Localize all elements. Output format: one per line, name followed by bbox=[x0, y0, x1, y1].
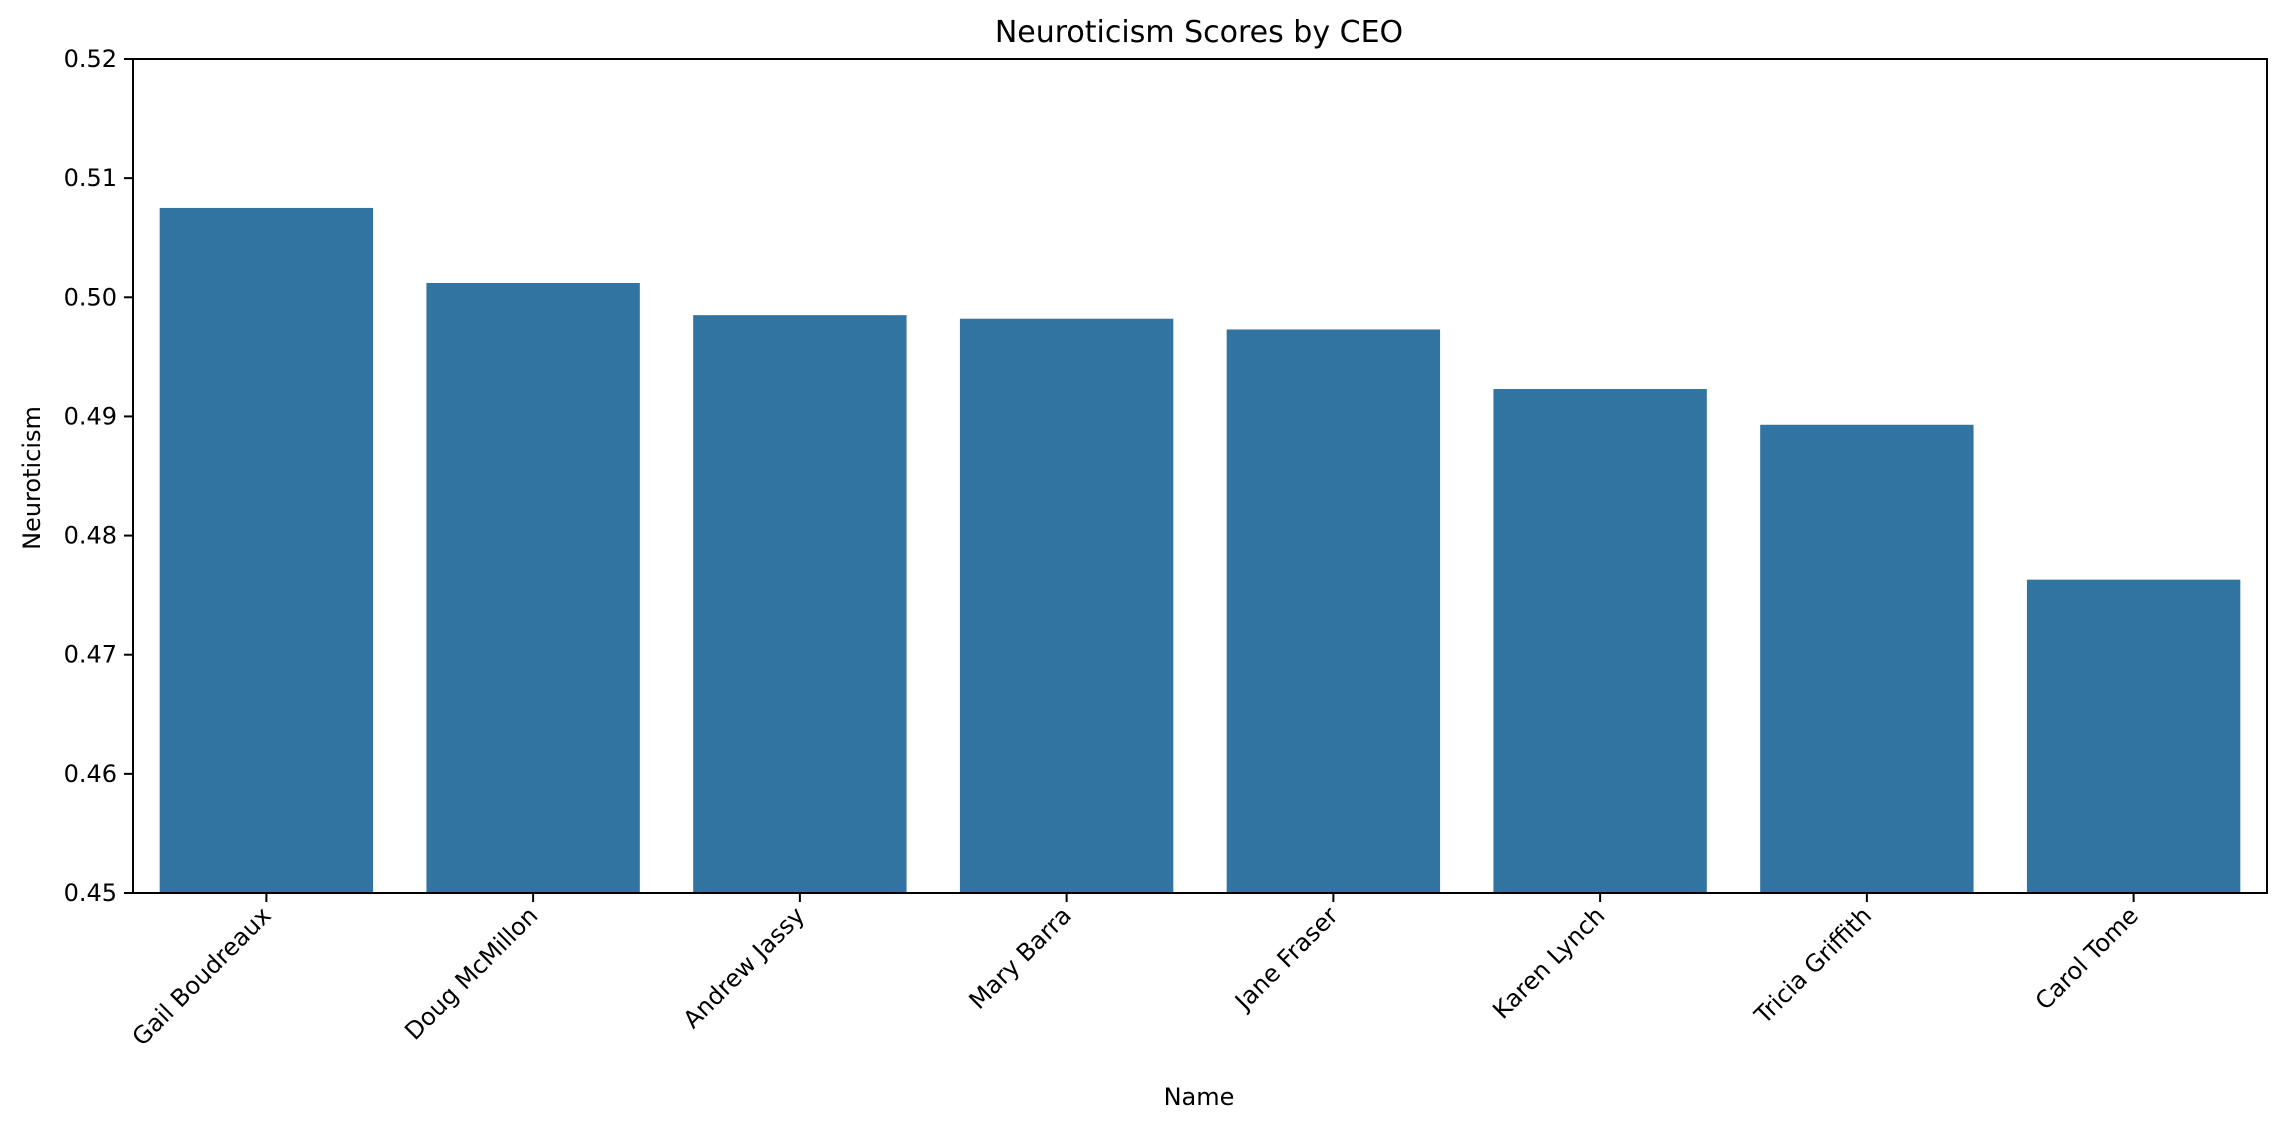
bar-andrew-jassy bbox=[693, 315, 907, 894]
bar-tricia-griffith bbox=[1760, 424, 1974, 893]
bar-gail-boudreaux bbox=[159, 207, 374, 893]
x-tick-label: Carol Tome bbox=[2030, 901, 2144, 1015]
y-tick-label: 0.50 bbox=[64, 283, 117, 311]
x-tick-label: Mary Barra bbox=[964, 901, 1077, 1014]
y-tick-label: 0.52 bbox=[64, 45, 117, 73]
bar-carol-tome bbox=[2026, 579, 2241, 893]
y-tick-label: 0.45 bbox=[64, 879, 117, 907]
bar-jane-fraser bbox=[1226, 329, 1441, 893]
y-tick-label: 0.48 bbox=[64, 522, 117, 550]
y-axis-label: Neuroticism bbox=[18, 406, 46, 550]
x-axis-label: Name bbox=[1164, 1083, 1235, 1111]
x-tick-label: Jane Fraser bbox=[1228, 901, 1343, 1016]
plot-frame bbox=[132, 58, 2268, 894]
y-tick-label: 0.46 bbox=[64, 760, 117, 788]
y-tick-label: 0.49 bbox=[64, 402, 117, 430]
bar-karen-lynch bbox=[1493, 389, 1707, 893]
x-tick-label: Doug McMillon bbox=[399, 901, 543, 1045]
bar-doug-mcmillon bbox=[426, 282, 640, 893]
y-axis: 0.45 0.46 0.47 0.48 0.49 0.50 0.51 0.52 bbox=[64, 45, 133, 907]
x-tick-label: Gail Boudreaux bbox=[127, 901, 277, 1051]
bar-mary-barra bbox=[959, 318, 1174, 893]
chart-title: Neuroticism Scores by CEO bbox=[995, 15, 1403, 50]
x-axis: Gail Boudreaux Doug McMillon Andrew Jassy M… bbox=[127, 893, 2144, 1051]
y-tick-label: 0.47 bbox=[64, 641, 117, 669]
x-tick-label: Tricia Griffith bbox=[1749, 901, 1878, 1030]
bars-group bbox=[159, 207, 2241, 894]
x-tick-label: Karen Lynch bbox=[1487, 901, 1610, 1024]
y-tick-label: 0.51 bbox=[64, 164, 117, 192]
x-tick-label: Andrew Jassy bbox=[678, 901, 810, 1033]
